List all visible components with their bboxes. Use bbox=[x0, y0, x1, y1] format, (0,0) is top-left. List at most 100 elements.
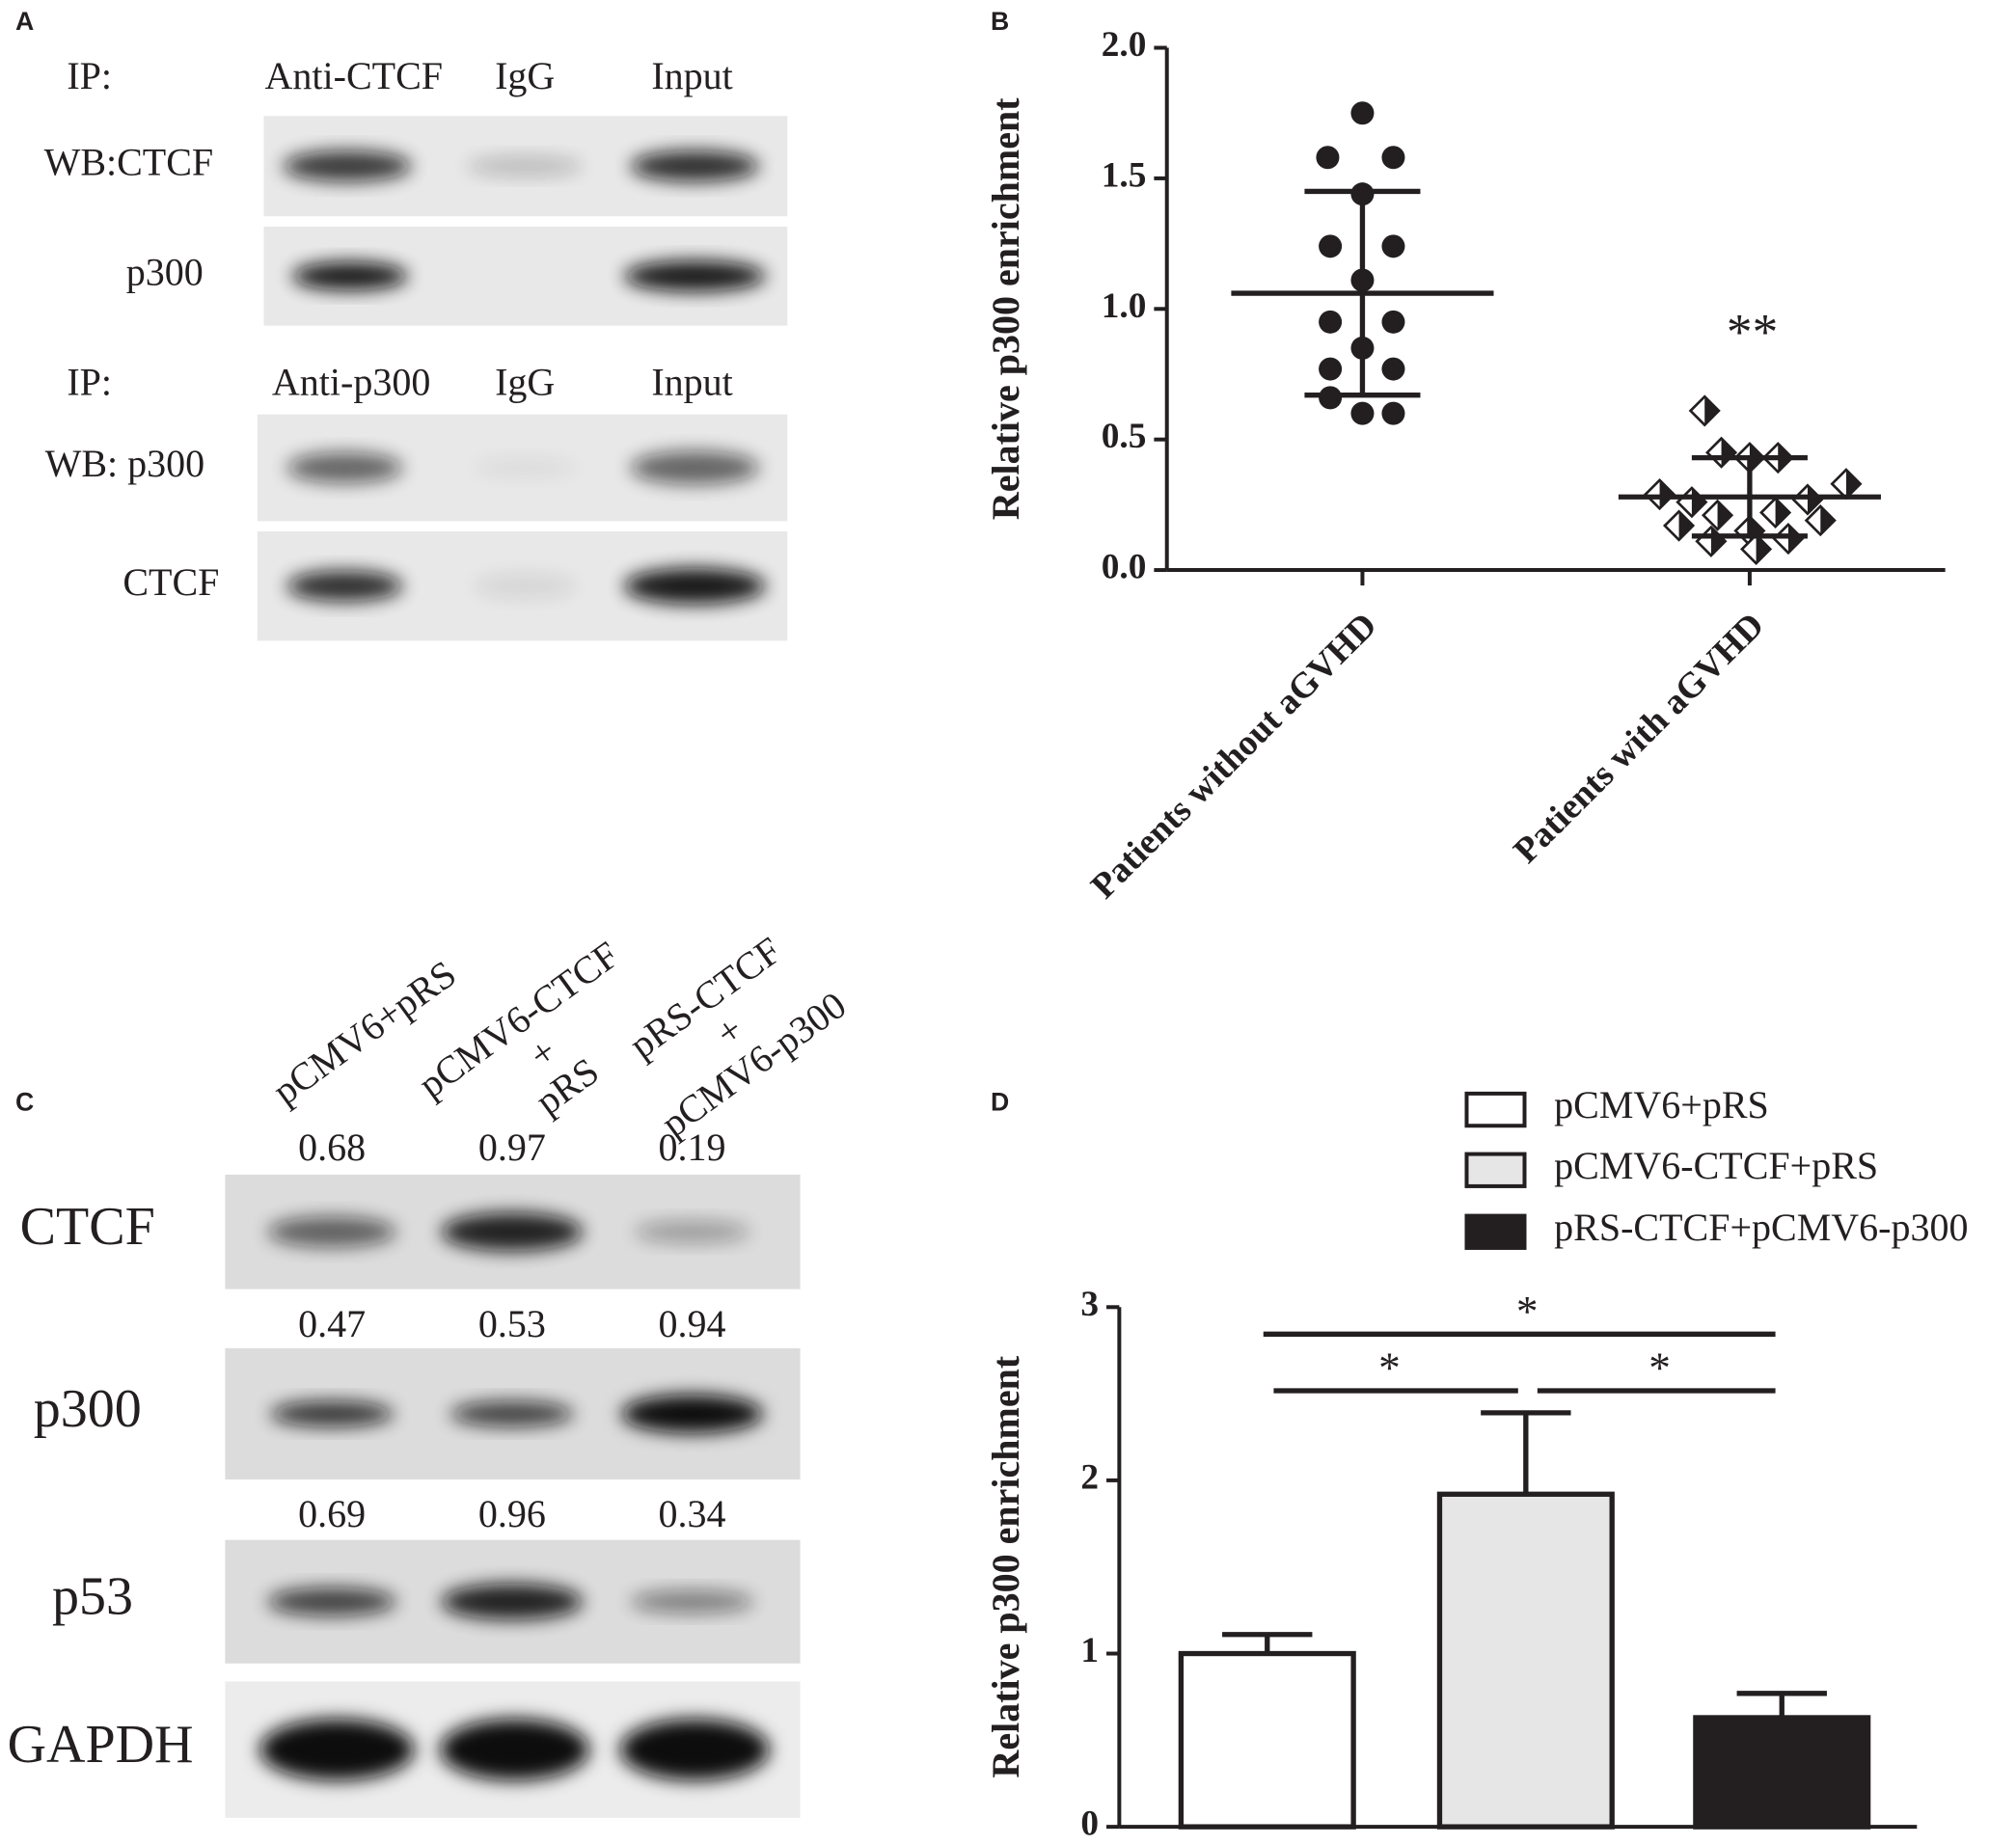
blot-band bbox=[286, 570, 403, 602]
significance: * bbox=[1378, 1344, 1401, 1393]
data-point bbox=[1381, 234, 1405, 258]
bar bbox=[1436, 1491, 1615, 1830]
data-point bbox=[1830, 468, 1863, 501]
data-point bbox=[1772, 523, 1805, 556]
bar bbox=[1693, 1715, 1871, 1830]
data-point bbox=[1319, 310, 1343, 334]
diamond-half bbox=[1756, 534, 1771, 564]
y-tick-label: 1.0 bbox=[1102, 286, 1147, 326]
blot-band bbox=[283, 150, 412, 182]
column-label: Input bbox=[651, 54, 732, 97]
legend-swatch bbox=[1464, 1152, 1527, 1188]
row-label: WB:CTCF bbox=[44, 140, 214, 183]
data-point bbox=[1319, 357, 1343, 381]
y-tick-label: 2.0 bbox=[1102, 25, 1147, 65]
sd-bar bbox=[1304, 188, 1421, 398]
blot-band bbox=[473, 457, 577, 478]
blot-band bbox=[286, 452, 403, 484]
blot-band bbox=[630, 150, 759, 182]
data-point bbox=[1319, 386, 1343, 410]
data-point bbox=[1381, 310, 1405, 334]
band-intensity: 0.94 bbox=[659, 1302, 726, 1345]
legend-swatch bbox=[1464, 1091, 1527, 1128]
band-intensity: 0.34 bbox=[659, 1492, 726, 1535]
legend-label: pRS-CTCF+pCMV6-p300 bbox=[1554, 1206, 1968, 1249]
error-bar bbox=[1481, 1410, 1571, 1495]
ip-label: IP: bbox=[67, 54, 112, 97]
diamond-half bbox=[1775, 498, 1790, 528]
data-point bbox=[1316, 146, 1340, 170]
y-tick-label: 1 bbox=[1080, 1631, 1099, 1670]
x-tick-label: Patients with aGVHD bbox=[1507, 606, 1772, 871]
diamond-half bbox=[1691, 487, 1706, 517]
blot-band bbox=[450, 1400, 574, 1427]
lane-label: pRS-CTCF+pCMV6-p300 bbox=[621, 929, 854, 1146]
blot-band bbox=[440, 1719, 589, 1781]
blot-band bbox=[441, 1212, 584, 1252]
column-label: Anti-p300 bbox=[272, 361, 430, 404]
diamond-half bbox=[1678, 511, 1694, 540]
y-tick-label: 2 bbox=[1080, 1457, 1099, 1497]
panel-label: A bbox=[15, 7, 34, 36]
panel-label: C bbox=[15, 1088, 34, 1117]
blot-band bbox=[270, 1400, 395, 1427]
data-point bbox=[1381, 401, 1405, 425]
data-point bbox=[1350, 401, 1375, 425]
row-label: p300 bbox=[34, 1379, 142, 1439]
blot-band bbox=[267, 1587, 396, 1616]
row-label: p300 bbox=[126, 250, 204, 293]
data-point bbox=[1381, 146, 1405, 170]
data-point bbox=[1319, 234, 1343, 258]
blot-band bbox=[630, 1589, 754, 1614]
blot-band bbox=[634, 1220, 750, 1244]
blot-band bbox=[630, 450, 759, 485]
diamond-half bbox=[1787, 524, 1803, 554]
y-tick-label: 1.5 bbox=[1102, 155, 1147, 195]
data-point bbox=[1350, 101, 1375, 125]
y-axis-title: Relative p300 enrichment bbox=[984, 97, 1027, 520]
row-label: CTCF bbox=[20, 1197, 155, 1257]
diamond-half bbox=[1710, 527, 1726, 556]
data-point bbox=[1695, 525, 1728, 557]
diamond-half bbox=[1721, 438, 1736, 467]
data-point bbox=[1643, 477, 1676, 511]
significance: * bbox=[1516, 1288, 1539, 1336]
data-point bbox=[1759, 496, 1792, 529]
data-point bbox=[1675, 486, 1708, 519]
diamond-half bbox=[1717, 501, 1732, 529]
blot-band bbox=[259, 1719, 415, 1781]
diamond-half bbox=[1704, 396, 1719, 425]
error-bar bbox=[1222, 1632, 1313, 1654]
blot-band bbox=[291, 261, 408, 290]
ip-label: IP: bbox=[67, 361, 112, 404]
diamond-half bbox=[1659, 479, 1675, 509]
blot-band bbox=[623, 568, 766, 605]
bar bbox=[1178, 1650, 1356, 1830]
row-label: WB: p300 bbox=[45, 442, 205, 485]
band-intensity: 0.19 bbox=[659, 1126, 726, 1169]
x-tick-label: Patients without aGVHD bbox=[1084, 606, 1385, 907]
data-point bbox=[1705, 436, 1738, 469]
row-label: CTCF bbox=[123, 560, 219, 604]
legend-label: pCMV6-CTCF+pRS bbox=[1554, 1144, 1878, 1187]
significance: ** bbox=[1727, 303, 1778, 361]
band-intensity: 0.53 bbox=[478, 1302, 546, 1345]
y-tick-label: 3 bbox=[1080, 1285, 1099, 1324]
data-point bbox=[1688, 394, 1721, 427]
data-point bbox=[1804, 504, 1837, 537]
y-tick-label: 0.0 bbox=[1102, 548, 1147, 587]
band-intensity: 0.69 bbox=[298, 1492, 366, 1535]
column-label: IgG bbox=[495, 361, 555, 404]
column-label: IgG bbox=[495, 54, 555, 97]
panel-label: B bbox=[991, 7, 1009, 36]
y-tick-label: 0.5 bbox=[1102, 417, 1147, 456]
data-point bbox=[1702, 499, 1734, 531]
data-point bbox=[1662, 509, 1696, 542]
sd-bar bbox=[1691, 454, 1808, 539]
band-intensity: 0.97 bbox=[478, 1126, 546, 1169]
column-label: Input bbox=[651, 361, 732, 404]
error-bar bbox=[1736, 1691, 1827, 1718]
panel-label: D bbox=[991, 1088, 1009, 1117]
blot-band bbox=[623, 260, 766, 292]
